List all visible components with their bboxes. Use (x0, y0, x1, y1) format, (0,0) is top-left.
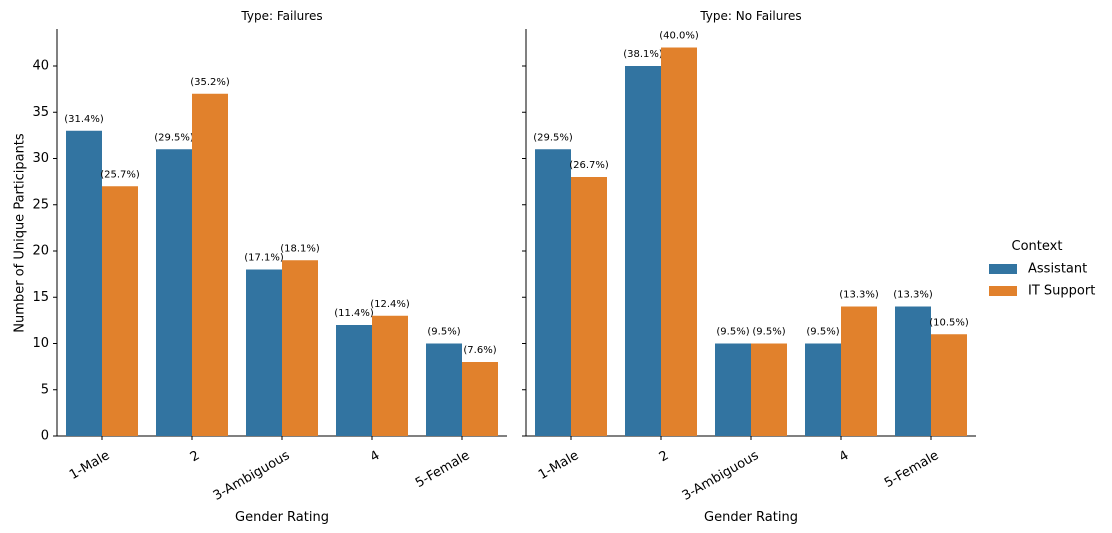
panels: Type: Failures 0 5 10 15 20 25 30 35 40 1-Male (31.… (32, 9, 976, 525)
data-label: (29.5%) (154, 132, 194, 143)
x-tick-label: 1-Male (536, 448, 581, 483)
x-tick-label: 3-Ambiguous (211, 448, 293, 504)
x-tick-label: 2 (657, 448, 672, 465)
data-label: (17.1%) (244, 253, 284, 264)
x-tick-label: 4 (837, 448, 852, 465)
data-label: (7.6%) (463, 345, 496, 356)
legend-items: Assistant IT Support (989, 262, 1095, 299)
data-label: (9.5%) (806, 327, 839, 338)
data-label: (13.3%) (893, 290, 933, 301)
x-tick-label: 5-Female (413, 448, 472, 491)
data-label: (25.7%) (100, 169, 140, 180)
y-tick-label: 30 (32, 151, 49, 166)
bar-it-support (462, 362, 498, 436)
bar-it-support (372, 315, 408, 436)
data-label: (26.7%) (569, 160, 609, 171)
bar-assistant (336, 325, 372, 436)
data-label: (18.1%) (280, 243, 320, 254)
bar-assistant (805, 343, 841, 436)
bar-assistant (895, 306, 931, 436)
x-axis-title: Gender Rating (704, 510, 798, 525)
data-label: (13.3%) (839, 290, 879, 301)
panel-title: Type: No Failures (699, 9, 801, 23)
panel-title: Type: Failures (240, 9, 322, 23)
bar-it-support (751, 343, 787, 436)
bar-assistant (535, 149, 571, 436)
x-tick-label: 2 (188, 448, 203, 465)
y-tick-label: 0 (41, 429, 49, 444)
data-label: (29.5%) (533, 132, 573, 143)
legend-swatch (989, 264, 1017, 274)
bar-assistant (625, 66, 661, 436)
bar-it-support (282, 260, 318, 436)
bar-it-support (192, 93, 228, 436)
y-tick-label: 10 (32, 336, 49, 351)
x-axis-title: Gender Rating (235, 510, 329, 525)
legend-swatch (989, 286, 1017, 296)
data-label: (12.4%) (370, 299, 410, 310)
x-tick-label: 1-Male (67, 448, 112, 483)
y-tick-label: 5 (41, 382, 49, 397)
panel-2: Type: No Failures 1-Male (29.5%) (26.7%) 2 (3… (522, 9, 976, 525)
bar-assistant (426, 343, 462, 436)
data-label: (10.5%) (929, 317, 969, 328)
legend-title: Context (1012, 239, 1063, 254)
bar-it-support (841, 306, 877, 436)
legend-label: Assistant (1028, 262, 1087, 277)
bar-assistant (66, 130, 102, 436)
bar-it-support (931, 334, 967, 436)
data-label: (9.5%) (752, 327, 785, 338)
bar-assistant (156, 149, 192, 436)
y-tick-label: 40 (32, 59, 49, 74)
data-label: (31.4%) (64, 114, 104, 125)
y-tick-label: 15 (32, 290, 49, 305)
y-tick-label: 25 (32, 197, 49, 212)
x-tick-label: 5-Female (882, 448, 941, 491)
legend-label: IT Support (1028, 284, 1095, 299)
bar-assistant (246, 269, 282, 436)
y-axis-title: Number of Unique Participants (13, 133, 28, 333)
legend: Context Assistant IT Support (989, 239, 1095, 299)
data-label: (38.1%) (623, 49, 663, 60)
bar-it-support (661, 47, 697, 436)
panel-1: Type: Failures 0 5 10 15 20 25 30 35 40 1-Male (31.… (32, 9, 507, 525)
x-tick-label: 3-Ambiguous (680, 448, 762, 504)
bar-it-support (102, 186, 138, 436)
data-label: (9.5%) (427, 327, 460, 338)
bar-it-support (571, 177, 607, 436)
bar-assistant (715, 343, 751, 436)
data-label: (11.4%) (334, 308, 374, 319)
x-tick-label: 4 (368, 448, 383, 465)
y-tick-label: 35 (32, 105, 49, 120)
y-tick-label: 20 (32, 244, 49, 259)
data-label: (40.0%) (659, 31, 699, 42)
data-label: (35.2%) (190, 77, 230, 88)
data-label: (9.5%) (716, 327, 749, 338)
